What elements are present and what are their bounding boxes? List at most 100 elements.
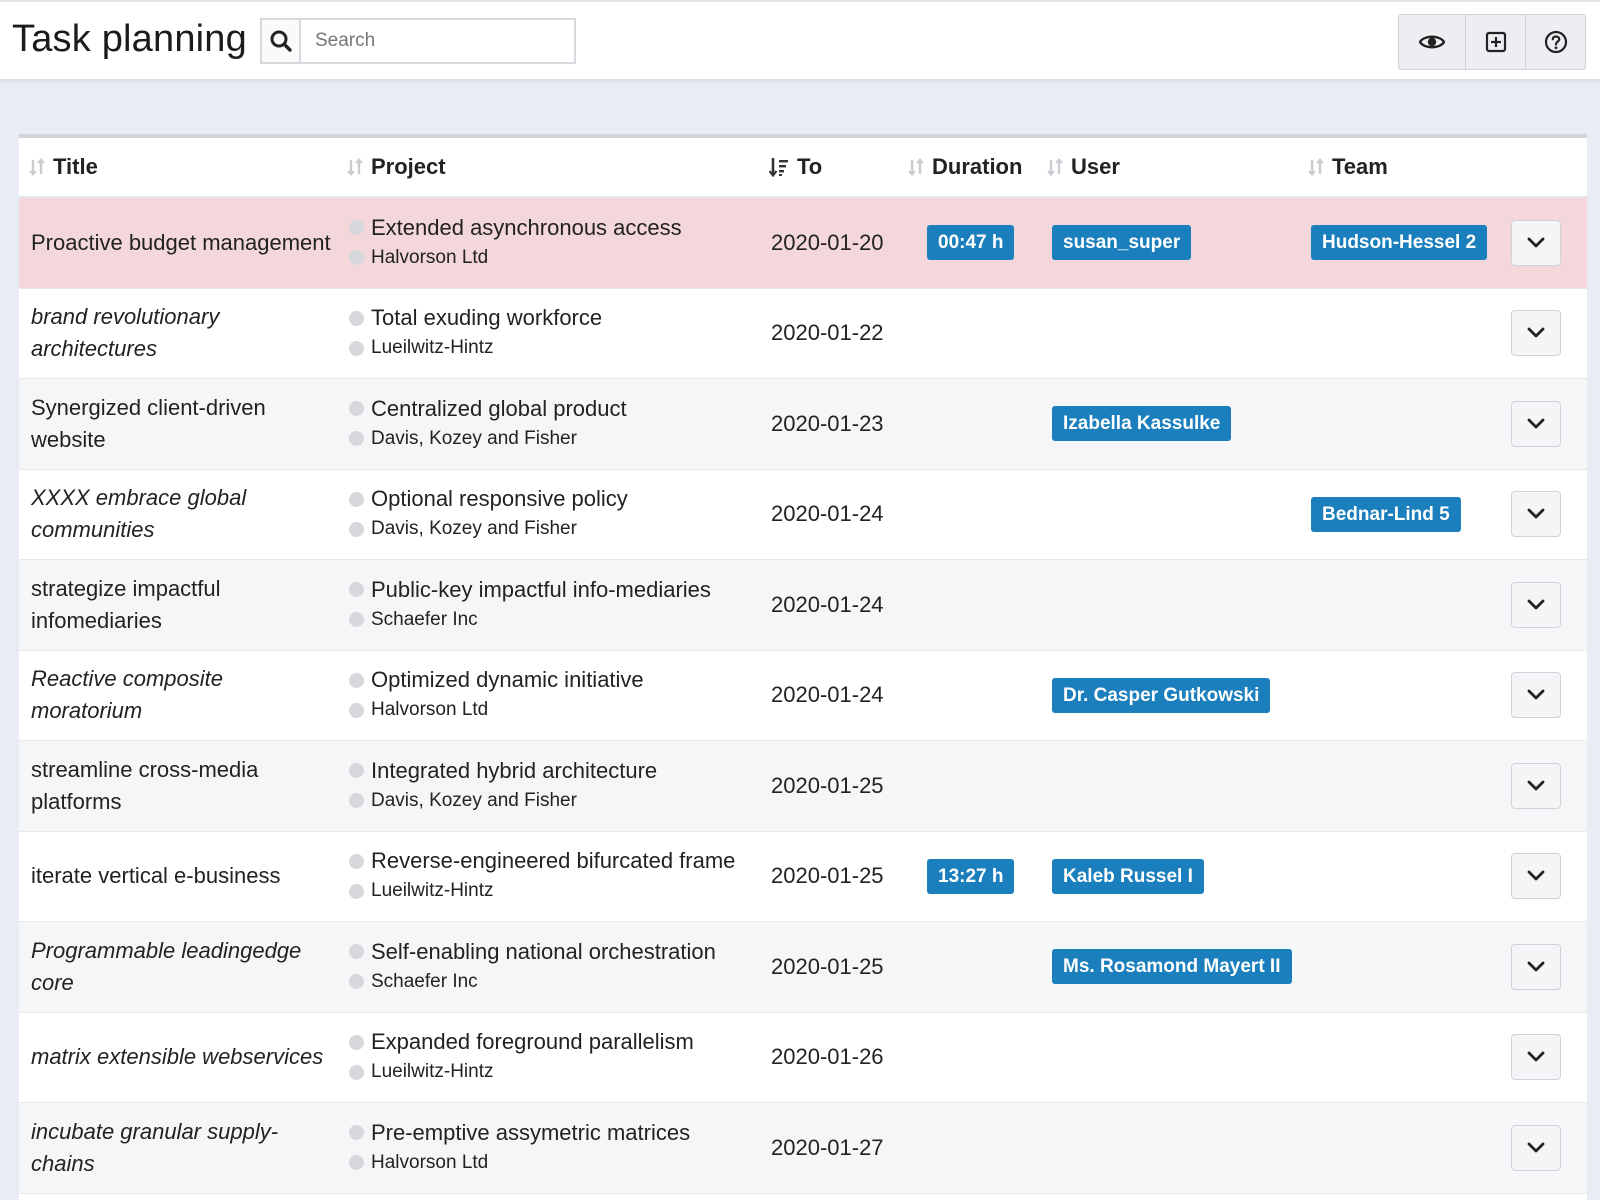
row-menu-button[interactable]: [1511, 762, 1561, 809]
project-name[interactable]: Public-key impactful info-mediaries: [371, 576, 711, 602]
client-status-dot: [349, 702, 364, 718]
task-title[interactable]: incubate granular supply-chains: [31, 1118, 279, 1176]
task-title[interactable]: XXXX embrace global communities: [31, 485, 247, 543]
client-status-dot: [349, 250, 364, 266]
row-menu-button[interactable]: [1511, 1034, 1561, 1081]
table-row[interactable]: matrix extensible webservices Expanded fo…: [19, 1012, 1587, 1103]
column-header-team[interactable]: Team: [1308, 138, 1388, 196]
client-status-dot: [349, 1064, 364, 1080]
search-button[interactable]: [262, 20, 301, 62]
task-title[interactable]: Proactive budget management: [31, 229, 331, 255]
task-title[interactable]: matrix extensible webservices: [31, 1044, 324, 1070]
project-name[interactable]: Expanded foreground parallelism: [371, 1029, 694, 1055]
row-menu-button[interactable]: [1511, 581, 1561, 628]
task-title[interactable]: Programmable leadingedge core: [31, 937, 302, 995]
due-date: 2020-01-20: [771, 229, 884, 255]
team-badge[interactable]: Hudson-Hessel 2: [1311, 225, 1488, 261]
column-header-user[interactable]: User: [1047, 138, 1120, 196]
sort-icon: [1047, 158, 1063, 176]
due-date: 2020-01-22: [771, 320, 884, 346]
table-row[interactable]: Synergized client-driven website Centrali…: [19, 379, 1587, 470]
project-cell: Expanded foreground parallelism Lueilwitz…: [349, 1013, 749, 1103]
task-title[interactable]: iterate vertical e-business: [31, 863, 281, 889]
due-date: 2020-01-24: [771, 682, 884, 708]
client-name[interactable]: Schaefer Inc: [371, 608, 478, 630]
team-badge[interactable]: Bednar-Lind 5: [1311, 496, 1461, 532]
table-row[interactable]: XXXX embrace global communities Optional …: [19, 469, 1587, 560]
client-name[interactable]: Davis, Kozey and Fisher: [371, 427, 577, 449]
chevron-down-icon: [1527, 599, 1545, 611]
table-row[interactable]: strategize impactful infomediaries Public…: [19, 560, 1587, 651]
client-status-dot: [349, 974, 364, 990]
project-name[interactable]: Integrated hybrid architecture: [371, 757, 658, 783]
project-cell: Self-enabling national orchestration Scha…: [349, 922, 749, 1012]
user-badge[interactable]: Dr. Casper Gutkowski: [1052, 677, 1271, 713]
table-row[interactable]: streamline cross-media platforms Integrat…: [19, 741, 1587, 832]
task-table: Title Project To Duration User: [19, 134, 1587, 1200]
client-name[interactable]: Halvorson Ltd: [371, 246, 489, 268]
add-button[interactable]: [1465, 15, 1525, 69]
search-input[interactable]: [301, 20, 574, 62]
project-cell: Extended asynchronous access Halvorson Lt…: [349, 198, 749, 288]
client-name[interactable]: Lueilwitz-Hintz: [371, 1061, 494, 1083]
project-name[interactable]: Optional responsive policy: [371, 486, 628, 512]
project-name[interactable]: Optimized dynamic initiative: [371, 667, 644, 693]
row-menu-button[interactable]: [1511, 853, 1561, 900]
table-row[interactable]: Programmable leadingedge core Self-enabli…: [19, 922, 1587, 1013]
client-name[interactable]: Halvorson Ltd: [371, 1151, 489, 1173]
table-row[interactable]: incubate granular supply-chains Pre-empti…: [19, 1103, 1587, 1194]
task-title[interactable]: brand revolutionary architectures: [31, 304, 220, 362]
project-status-dot: [349, 672, 364, 688]
user-badge[interactable]: Kaleb Russel I: [1052, 858, 1204, 894]
duration-badge: 13:27 h: [927, 858, 1015, 894]
due-date: 2020-01-25: [771, 772, 884, 798]
table-row[interactable]: iterate vertical e-business Reverse-engin…: [19, 831, 1587, 922]
row-menu-button[interactable]: [1511, 672, 1561, 719]
client-name[interactable]: Schaefer Inc: [371, 970, 478, 992]
client-status-dot: [349, 431, 364, 447]
column-header-to[interactable]: To: [769, 138, 822, 196]
row-menu-button[interactable]: [1511, 491, 1561, 538]
client-name[interactable]: Davis, Kozey and Fisher: [371, 789, 577, 811]
task-title[interactable]: streamline cross-media platforms: [31, 756, 259, 814]
column-header-project[interactable]: Project: [347, 138, 446, 196]
client-status-dot: [349, 883, 364, 899]
user-badge[interactable]: Ms. Rosamond Mayert II: [1052, 949, 1292, 985]
client-name[interactable]: Lueilwitz-Hintz: [371, 880, 494, 902]
task-title[interactable]: Reactive composite moratorium: [31, 666, 223, 724]
chevron-down-icon: [1527, 1142, 1545, 1154]
view-button[interactable]: [1399, 15, 1465, 69]
chevron-down-icon: [1527, 961, 1545, 973]
help-button[interactable]: [1525, 15, 1585, 69]
table-row[interactable]: Proactive budget management Extended asyn…: [19, 198, 1587, 289]
project-name[interactable]: Self-enabling national orchestration: [371, 938, 716, 964]
client-name[interactable]: Davis, Kozey and Fisher: [371, 518, 577, 540]
user-badge[interactable]: susan_super: [1052, 225, 1192, 261]
row-menu-button[interactable]: [1511, 943, 1561, 990]
project-status-dot: [349, 220, 364, 236]
row-menu-button[interactable]: [1511, 310, 1561, 357]
project-name[interactable]: Extended asynchronous access: [371, 214, 682, 240]
project-name[interactable]: Reverse-engineered bifurcated frame: [371, 848, 736, 874]
client-name[interactable]: Lueilwitz-Hintz: [371, 337, 494, 359]
task-title[interactable]: Synergized client-driven website: [31, 394, 266, 452]
column-header-title[interactable]: Title: [29, 138, 98, 196]
project-cell: Pre-emptive assymetric matrices Halvorson…: [349, 1103, 749, 1193]
table-row[interactable]: Reactive composite moratorium Optimized d…: [19, 650, 1587, 741]
project-cell: Centralized global product Davis, Kozey a…: [349, 379, 749, 469]
project-name[interactable]: Pre-emptive assymetric matrices: [371, 1119, 691, 1145]
help-icon: [1544, 30, 1567, 54]
task-title[interactable]: strategize impactful infomediaries: [31, 575, 221, 633]
toolbar: [1398, 14, 1586, 70]
project-name[interactable]: Total exuding workforce: [371, 305, 603, 331]
user-badge[interactable]: Izabella Kassulke: [1052, 406, 1232, 442]
project-name[interactable]: Centralized global product: [371, 395, 627, 421]
row-menu-button[interactable]: [1511, 1124, 1561, 1171]
column-header-duration[interactable]: Duration: [908, 138, 1022, 196]
table-row[interactable]: brand revolutionary architectures Total e…: [19, 288, 1587, 379]
chevron-down-icon: [1527, 780, 1545, 792]
client-name[interactable]: Halvorson Ltd: [371, 699, 489, 721]
table-header: Title Project To Duration User: [19, 138, 1587, 198]
row-menu-button[interactable]: [1511, 219, 1561, 266]
row-menu-button[interactable]: [1511, 400, 1561, 447]
